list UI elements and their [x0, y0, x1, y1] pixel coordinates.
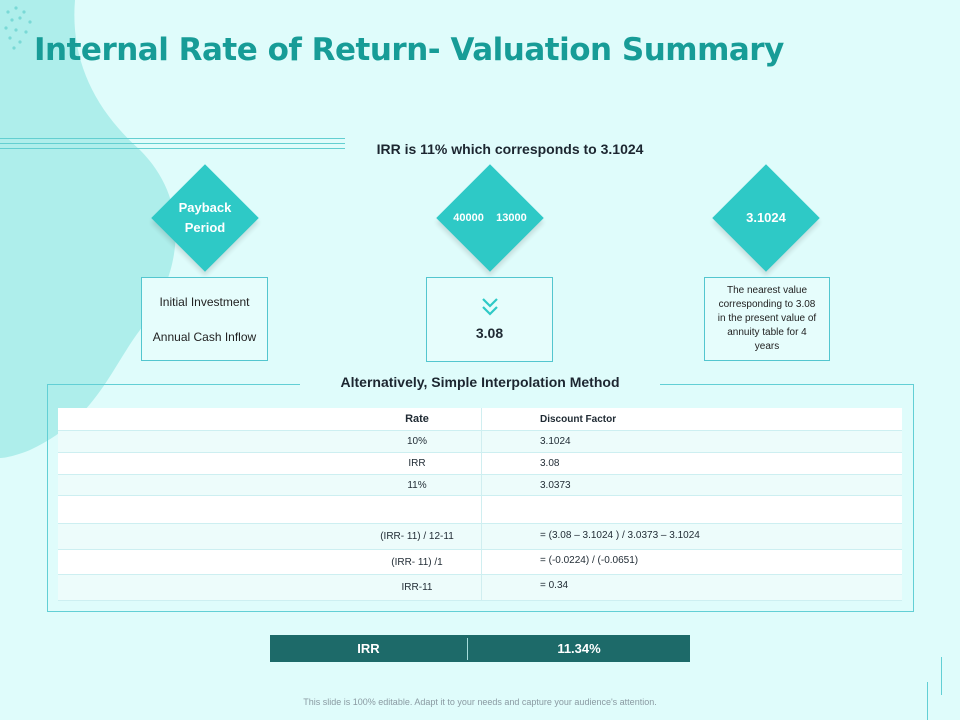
table-spacer-row	[58, 496, 902, 524]
irr-result-bar: IRR 11.34%	[270, 635, 690, 662]
table-row: 11% 3.0373	[58, 475, 902, 496]
annuity-note-text: The nearest value corresponding to 3.08 …	[717, 285, 817, 352]
payback-period-label: Payback Period	[178, 200, 232, 235]
discount-factor-header: Discount Factor	[540, 413, 617, 425]
annual-cash-inflow-label: Annual Cash Inflow	[152, 329, 257, 344]
table-row: IRR 3.08	[58, 453, 902, 475]
table-row: 10% 3.1024	[58, 431, 902, 453]
table-row: (IRR- 11) / 12-11 = (3.08 – 3.1024 ) / 3…	[58, 524, 902, 550]
double-chevron-down-icon	[481, 297, 498, 316]
calc-left-cell: IRR-11	[401, 582, 433, 593]
decorative-lines	[0, 138, 345, 158]
slide-title: Internal Rate of Return- Valuation Summa…	[34, 32, 784, 68]
irr-statement: IRR is 11% which corresponds to 3.1024	[376, 141, 644, 157]
table-row: (IRR- 11) /1 = (-0.0224) / (-0.0651)	[58, 550, 902, 575]
initial-investment-label: Initial Investment	[159, 294, 250, 309]
irr-result-divider	[467, 637, 468, 660]
calc-right-cell: = (-0.0224) / (-0.0651)	[540, 555, 639, 566]
irr-result-label: IRR	[357, 641, 380, 656]
investment-inflow-values: 40000 13000	[453, 212, 527, 224]
factor-cell: 3.08	[540, 458, 560, 469]
factor-cell: 3.1024	[540, 436, 571, 447]
rate-cell: 11%	[407, 479, 427, 491]
annuity-note-box: The nearest value corresponding to 3.08 …	[704, 277, 830, 361]
calc-right-cell: = 0.34	[540, 580, 569, 591]
decorative-vertical-line	[927, 682, 928, 720]
calc-left-cell: (IRR- 11) /1	[391, 556, 443, 568]
rate-header: Rate	[405, 413, 429, 425]
calc-left-cell: (IRR- 11) / 12-11	[380, 531, 454, 542]
footer-note: This slide is 100% editable. Adapt it to…	[303, 697, 657, 707]
decorative-vertical-line	[941, 657, 942, 695]
table-row: IRR-11 = 0.34	[58, 575, 902, 601]
table-header-row: Rate Discount Factor	[58, 408, 902, 431]
payback-info-box: Initial Investment Annual Cash Inflow	[141, 277, 268, 361]
interpolation-title: Alternatively, Simple Interpolation Meth…	[300, 374, 660, 390]
calc-right-cell: = (3.08 – 3.1024 ) / 3.0373 – 3.1024	[540, 530, 700, 541]
payback-result-value: 3.08	[475, 324, 504, 341]
payback-result-box: 3.08	[426, 277, 553, 362]
factor-cell: 3.0373	[540, 479, 571, 491]
rate-cell: IRR	[408, 458, 426, 469]
rate-cell: 10%	[406, 436, 427, 447]
irr-result-value: 11.34%	[557, 641, 601, 656]
annuity-factor-value: 3.1024	[746, 210, 786, 225]
